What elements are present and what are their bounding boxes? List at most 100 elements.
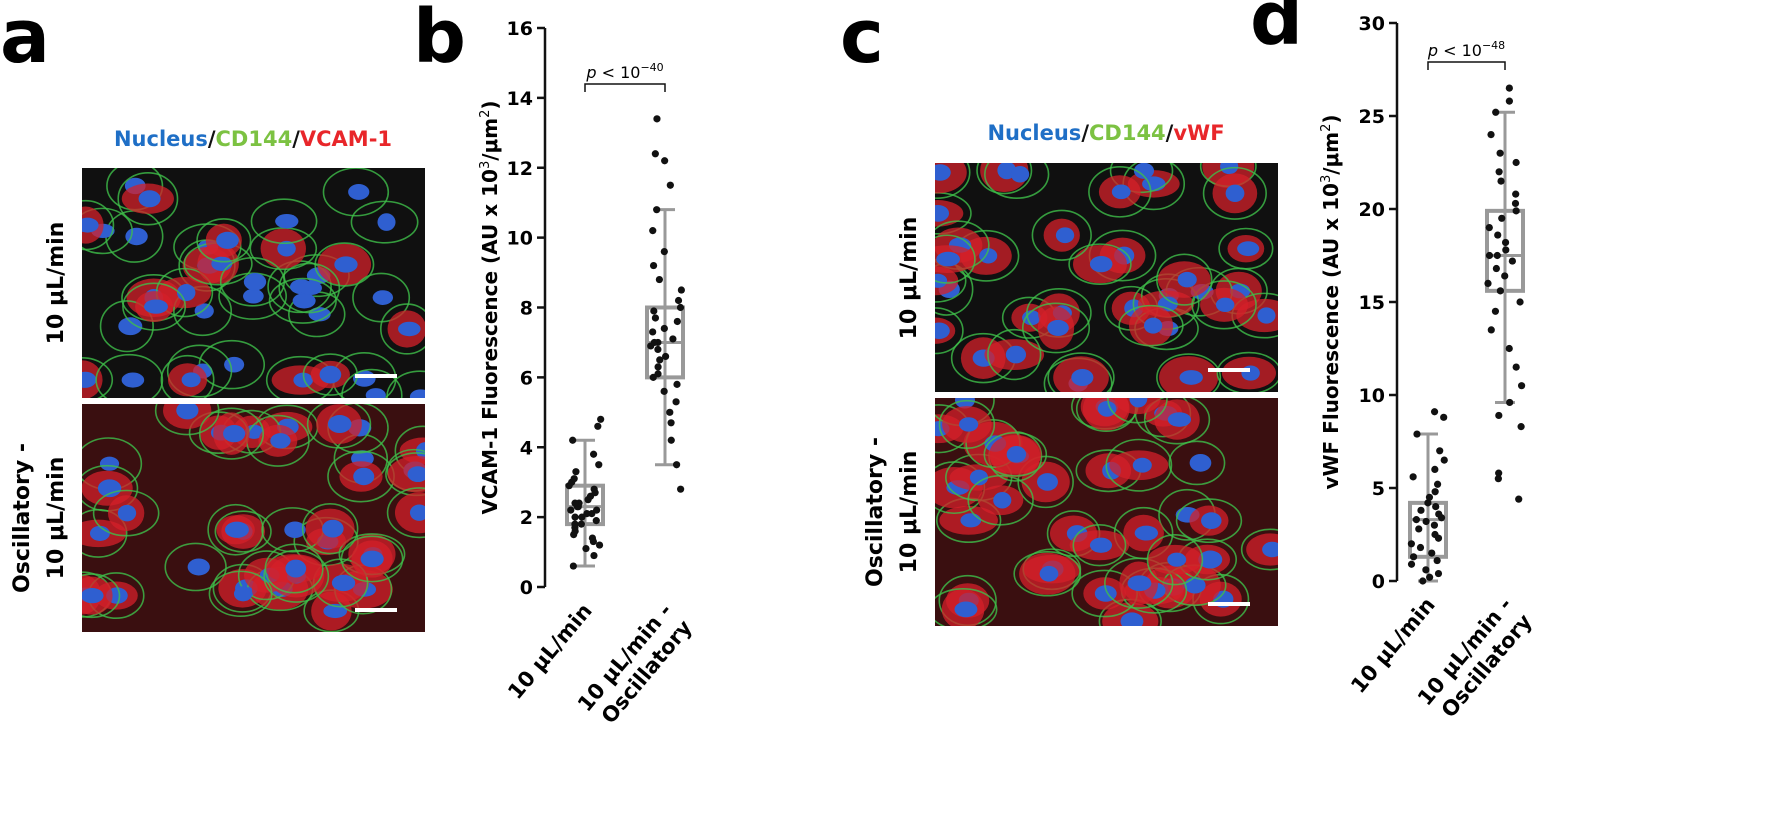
- nucleus: [1167, 552, 1187, 567]
- nucleus: [1055, 227, 1075, 244]
- cell-border: [214, 510, 272, 553]
- nucleus: [372, 290, 394, 305]
- data-point: [1495, 168, 1503, 176]
- data-point: [1440, 456, 1448, 464]
- nucleus: [959, 417, 979, 432]
- nucleus: [935, 273, 948, 288]
- nucleus: [327, 415, 352, 434]
- legend-entry: CD144: [216, 127, 293, 151]
- data-point: [651, 314, 660, 322]
- nucleus: [1189, 453, 1212, 472]
- nucleus: [89, 525, 110, 541]
- y-tick-label: 12: [507, 158, 533, 180]
- cell-border: [1118, 304, 1184, 347]
- data-point: [590, 485, 598, 493]
- data-point: [1428, 549, 1436, 557]
- data-point: [1512, 363, 1520, 371]
- data-point: [571, 513, 579, 521]
- cell-border: [935, 234, 976, 284]
- cell-border: [1105, 438, 1173, 492]
- legend-entry: /: [292, 127, 300, 151]
- cell-border: [1088, 165, 1152, 218]
- data-point: [1487, 326, 1495, 334]
- cell-border: [95, 353, 164, 398]
- nucleus: [176, 404, 199, 420]
- nucleus: [82, 371, 97, 388]
- nucleus: [348, 184, 370, 200]
- cell-border: [250, 198, 318, 245]
- y-label-part: 3: [478, 161, 493, 169]
- nucleus: [1039, 565, 1059, 582]
- nucleus: [1177, 271, 1197, 288]
- data-point: [595, 461, 603, 469]
- nucleus: [121, 372, 145, 388]
- cell-border: [341, 368, 403, 398]
- data-point: [660, 248, 668, 256]
- y-tick-label: 2: [520, 507, 533, 529]
- data-point: [1435, 510, 1443, 518]
- data-point: [1496, 287, 1504, 295]
- data-point: [572, 468, 580, 476]
- data-point: [666, 181, 674, 189]
- data-point: [649, 261, 658, 270]
- data-point: [593, 506, 601, 514]
- data-point: [1517, 382, 1526, 390]
- data-point: [676, 303, 685, 312]
- cell-border: [82, 464, 139, 512]
- significance-bracket: [1427, 61, 1506, 70]
- stain-legend: Nucleus/CD144/VCAM-1: [114, 127, 392, 151]
- data-point: [1424, 499, 1432, 507]
- nucleus: [1089, 537, 1113, 553]
- nucleus: [322, 519, 344, 538]
- cell-border: [984, 163, 1050, 200]
- nucleus: [409, 389, 425, 398]
- data-point: [1413, 430, 1421, 438]
- y-tick-label: 4: [520, 437, 533, 459]
- data-point: [1496, 149, 1504, 157]
- data-point: [1440, 413, 1448, 421]
- nucleus: [1198, 550, 1223, 569]
- y-tick-label: 16: [507, 18, 533, 40]
- data-point: [1415, 525, 1423, 533]
- nucleus: [277, 240, 296, 257]
- nucleus: [99, 456, 120, 471]
- nucleus: [1005, 345, 1027, 364]
- row-label: Oscillatory -: [10, 443, 35, 593]
- cell-border: [1047, 352, 1115, 392]
- nucleus: [1127, 575, 1152, 592]
- data-point: [1487, 131, 1495, 139]
- nucleus: [1220, 163, 1239, 175]
- stain-legend: Nucleus/CD144/vWF: [987, 121, 1224, 145]
- cell-border: [1013, 551, 1082, 597]
- data-point: [1511, 199, 1520, 208]
- y-tick-label: 25: [1359, 106, 1385, 128]
- data-point: [1505, 344, 1513, 353]
- legend-entry: Nucleus: [114, 127, 208, 151]
- nucleus: [365, 388, 386, 398]
- data-point: [1432, 503, 1440, 511]
- data-point: [1512, 207, 1520, 215]
- data-point: [589, 450, 598, 458]
- cell-border: [82, 199, 115, 251]
- cell-border: [350, 200, 419, 244]
- nucleus: [969, 469, 989, 486]
- nucleus: [1097, 400, 1117, 417]
- data-point: [1422, 566, 1430, 574]
- cell-border: [322, 168, 390, 217]
- nucleus: [224, 521, 249, 538]
- nucleus: [409, 504, 425, 521]
- data-point: [677, 485, 685, 493]
- y-label-part: ): [1319, 114, 1343, 123]
- nucleus: [1241, 365, 1260, 381]
- nucleus: [292, 293, 316, 309]
- y-label-part: /μm: [1319, 132, 1343, 175]
- data-point: [1431, 530, 1439, 539]
- nucleus: [954, 601, 978, 618]
- data-point: [570, 475, 578, 483]
- cell-border: [1216, 351, 1278, 392]
- y-label-part: vWF Fluorescence (AU x 10: [1319, 183, 1343, 490]
- y-axis-label: vWF Fluorescence (AU x 103/μm2): [1319, 114, 1343, 489]
- legend-entry: VCAM-1: [300, 127, 392, 151]
- data-point: [1498, 214, 1506, 222]
- data-point: [1512, 190, 1520, 198]
